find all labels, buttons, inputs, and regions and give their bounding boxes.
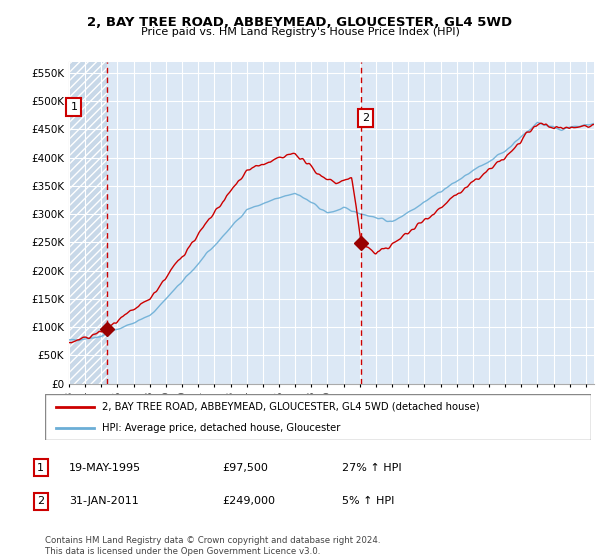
Text: 2, BAY TREE ROAD, ABBEYMEAD, GLOUCESTER, GL4 5WD: 2, BAY TREE ROAD, ABBEYMEAD, GLOUCESTER,… (88, 16, 512, 29)
Text: 5% ↑ HPI: 5% ↑ HPI (342, 496, 394, 506)
FancyBboxPatch shape (45, 394, 591, 440)
Text: 2: 2 (362, 113, 370, 123)
Text: 1: 1 (70, 102, 77, 112)
Text: £97,500: £97,500 (222, 463, 268, 473)
Text: 31-JAN-2011: 31-JAN-2011 (69, 496, 139, 506)
Text: HPI: Average price, detached house, Gloucester: HPI: Average price, detached house, Glou… (103, 423, 341, 433)
Bar (69, 62, 107, 384)
Text: 19-MAY-1995: 19-MAY-1995 (69, 463, 141, 473)
Text: 1: 1 (37, 463, 44, 473)
Text: Contains HM Land Registry data © Crown copyright and database right 2024.
This d: Contains HM Land Registry data © Crown c… (45, 536, 380, 556)
Text: £249,000: £249,000 (222, 496, 275, 506)
Text: 2, BAY TREE ROAD, ABBEYMEAD, GLOUCESTER, GL4 5WD (detached house): 2, BAY TREE ROAD, ABBEYMEAD, GLOUCESTER,… (103, 402, 480, 412)
Text: 27% ↑ HPI: 27% ↑ HPI (342, 463, 401, 473)
Text: 2: 2 (37, 496, 44, 506)
Text: Price paid vs. HM Land Registry's House Price Index (HPI): Price paid vs. HM Land Registry's House … (140, 27, 460, 37)
